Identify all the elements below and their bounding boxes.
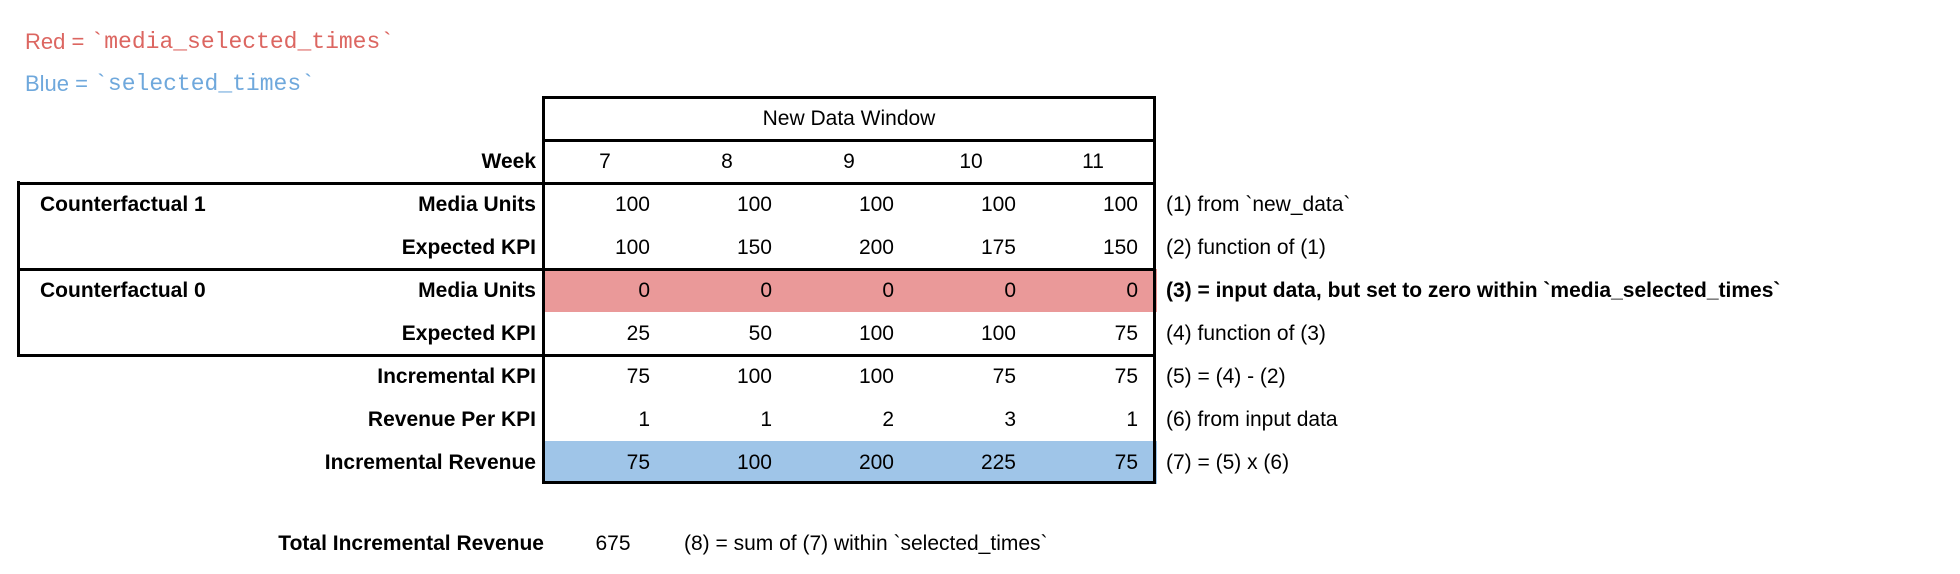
value-cell: 75 (1114, 364, 1138, 388)
value-cell: 100 (980, 192, 1016, 216)
row-note: (5) = (4) - (2) (1166, 364, 1286, 388)
table-border (542, 96, 1156, 99)
week-header-cell: 7 (599, 149, 611, 173)
legend-blue-label: Blue = (25, 71, 95, 96)
week-header-cell: 8 (721, 149, 733, 173)
row-note: (6) from input data (1166, 407, 1338, 431)
table-border (542, 481, 1156, 484)
value-cell: 100 (614, 235, 650, 259)
value-cell: 0 (1004, 278, 1016, 302)
row-label: Expected KPI (401, 321, 536, 345)
value-cell: 1 (638, 407, 650, 431)
row-label: Incremental KPI (377, 364, 536, 388)
group-label-counterfactual-0: Counterfactual 0 (40, 278, 206, 302)
legend-blue-code: `selected_times` (94, 71, 315, 97)
row-note: (1) from `new_data` (1166, 192, 1351, 216)
table-grid: New Data Window Week 7 8 9 10 11 Media U… (18, 97, 1934, 484)
red-highlight-row (544, 269, 1157, 312)
row-note: (7) = (5) x (6) (1166, 450, 1290, 474)
total-label: Total Incremental Revenue (278, 531, 544, 555)
value-cell: 100 (736, 450, 772, 474)
value-cell: 75 (992, 364, 1016, 388)
value-cell: 75 (626, 450, 650, 474)
table-border (17, 268, 1156, 271)
row-note: (4) function of (3) (1166, 321, 1326, 345)
table-border (542, 139, 1156, 142)
value-cell: 100 (614, 192, 650, 216)
group-label-counterfactual-1: Counterfactual 1 (40, 192, 206, 216)
table-title: New Data Window (762, 106, 936, 130)
value-cell: 75 (1114, 450, 1138, 474)
table-border (17, 182, 1156, 185)
value-cell: 2 (882, 407, 894, 431)
value-cell: 175 (980, 235, 1016, 259)
value-cell: 200 (858, 450, 894, 474)
value-cell: 0 (1126, 278, 1138, 302)
legend-red-label: Red = (25, 29, 91, 54)
value-cell: 0 (760, 278, 772, 302)
counterfactual-table: New Data Window Week 7 8 9 10 11 Media U… (17, 96, 1952, 484)
row-label: Expected KPI (401, 235, 536, 259)
value-cell: 0 (882, 278, 894, 302)
value-cell: 0 (638, 278, 650, 302)
total-value: 675 (595, 531, 631, 555)
value-cell: 1 (1126, 407, 1138, 431)
value-cell: 100 (980, 321, 1016, 345)
total-note: (8) = sum of (7) within `selected_times` (684, 531, 1048, 555)
value-cell: 200 (858, 235, 894, 259)
value-cell: 1 (760, 407, 772, 431)
value-cell: 225 (980, 450, 1016, 474)
legend-blue-line: Blue = `selected_times` (25, 63, 394, 105)
table-border (1153, 96, 1156, 484)
value-cell: 100 (858, 364, 894, 388)
blue-highlight-row (544, 441, 1157, 484)
value-cell: 150 (736, 235, 772, 259)
legend: Red = `media_selected_times` Blue = `sel… (25, 21, 394, 105)
value-cell: 100 (736, 192, 772, 216)
value-cell: 100 (858, 192, 894, 216)
week-header-cell: 10 (959, 149, 983, 173)
row-note: (3) = input data, but set to zero within… (1166, 278, 1781, 302)
week-label: Week (481, 149, 536, 173)
value-cell: 100 (858, 321, 894, 345)
table-border (542, 96, 545, 484)
row-label: Incremental Revenue (324, 450, 536, 474)
value-cell: 3 (1004, 407, 1016, 431)
value-cell: 50 (748, 321, 772, 345)
value-cell: 100 (736, 364, 772, 388)
week-header-cell: 11 (1082, 149, 1104, 173)
row-label: Media Units (418, 192, 536, 216)
legend-red-code: `media_selected_times` (90, 29, 395, 55)
week-header-cell: 9 (843, 149, 855, 173)
total-row: Total Incremental Revenue 675 (8) = sum … (18, 522, 1048, 565)
row-note: (2) function of (1) (1166, 235, 1326, 259)
value-cell: 75 (1114, 321, 1138, 345)
table-border (17, 354, 1156, 357)
row-label: Media Units (418, 278, 536, 302)
legend-red-line: Red = `media_selected_times` (25, 21, 394, 63)
value-cell: 75 (626, 364, 650, 388)
row-label: Revenue Per KPI (367, 407, 536, 431)
value-cell: 150 (1102, 235, 1138, 259)
value-cell: 100 (1102, 192, 1138, 216)
value-cell: 25 (626, 321, 650, 345)
